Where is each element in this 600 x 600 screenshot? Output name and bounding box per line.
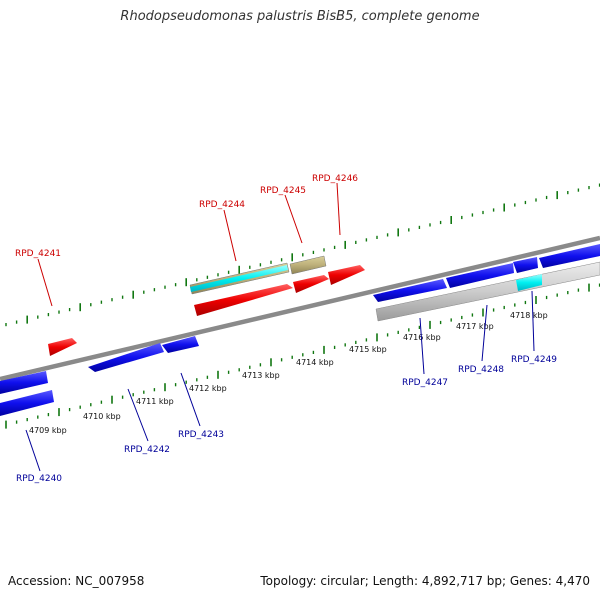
gene-rpd-4240-a[interactable]	[0, 371, 48, 394]
gene-rpd-4240[interactable]	[0, 390, 54, 416]
gene-rpd-4246[interactable]	[328, 265, 365, 285]
gene-label-rpd-4240[interactable]: RPD_4240	[16, 474, 62, 484]
forward-gene-labels: RPD_4241 RPD_4244 RPD_4245 RPD_4246	[15, 174, 358, 307]
gene-label-rpd-4241[interactable]: RPD_4241	[15, 249, 61, 259]
gene-label-rpd-4249[interactable]: RPD_4249	[511, 355, 557, 365]
kbp-label: 4715 kbp	[349, 345, 387, 354]
genome-stats-label: Topology: circular; Length: 4,892,717 bp…	[260, 574, 590, 588]
genome-title: Rhodopseudomonas palustris BisB5, comple…	[120, 9, 480, 24]
gene-rpd-4248-b[interactable]	[513, 257, 538, 273]
reverse-tick-row	[5, 283, 600, 429]
gene-rpd-4242[interactable]	[88, 343, 164, 372]
kbp-label: 4712 kbp	[189, 384, 227, 393]
gene-label-rpd-4245[interactable]: RPD_4245	[260, 186, 306, 196]
gene-rpd-4245[interactable]	[293, 275, 329, 293]
accession-label: Accession: NC_007958	[8, 574, 145, 588]
reverse-genes	[0, 244, 600, 416]
gene-label-rpd-4247[interactable]: RPD_4247	[402, 378, 448, 388]
gene-label-rpd-4246[interactable]: RPD_4246	[312, 174, 358, 184]
gene-rpd-4248[interactable]	[446, 263, 514, 288]
forward-tick-row	[5, 183, 600, 327]
forward-genes	[48, 255, 365, 356]
gene-label-rpd-4248[interactable]: RPD_4248	[458, 365, 504, 375]
kbp-label: 4709 kbp	[29, 426, 67, 435]
kbp-label: 4714 kbp	[296, 358, 334, 367]
gene-rpd-4243[interactable]	[162, 336, 199, 353]
gene-rpd-4247[interactable]	[373, 279, 447, 302]
gene-rpd-4244-cyan[interactable]	[190, 265, 288, 292]
gene-rpd-4249-cyan[interactable]	[516, 274, 542, 291]
reverse-gene-labels: RPD_4240 RPD_4242 RPD_4243 RPD_4247 RPD_…	[16, 290, 557, 484]
gene-rpd-4244[interactable]	[194, 284, 293, 316]
gene-label-rpd-4243[interactable]: RPD_4243	[178, 430, 224, 440]
kbp-label: 4710 kbp	[83, 412, 121, 421]
kbp-label: 4713 kbp	[242, 371, 280, 380]
genome-backbone	[0, 235, 600, 382]
kbp-label: 4711 kbp	[136, 397, 174, 406]
gene-rpd-4241[interactable]	[48, 338, 77, 356]
kbp-label: 4718 kbp	[510, 311, 548, 320]
gene-rpd-4249[interactable]	[539, 244, 600, 268]
gene-rpd-4245-olive[interactable]	[289, 255, 327, 275]
kbp-label: 4717 kbp	[456, 322, 494, 331]
gene-label-rpd-4242[interactable]: RPD_4242	[124, 445, 170, 455]
gene-label-rpd-4244[interactable]: RPD_4244	[199, 200, 245, 210]
gene-rpd-4247-4249-gray[interactable]	[375, 261, 600, 322]
